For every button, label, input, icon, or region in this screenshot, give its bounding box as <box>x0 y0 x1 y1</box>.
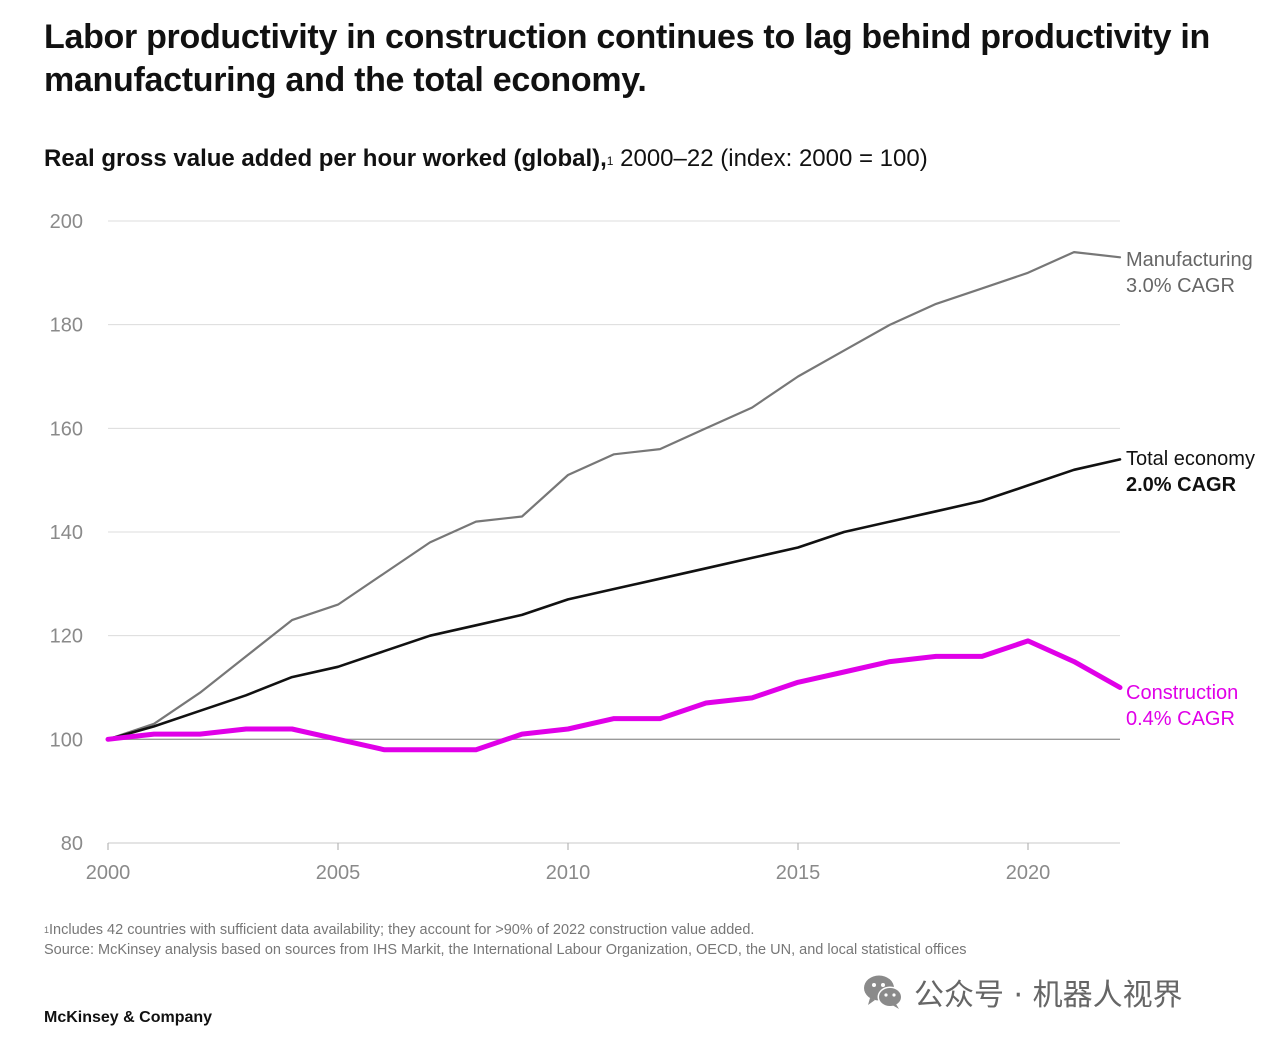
series-lines <box>105 251 1123 753</box>
series-line-manufacturing <box>106 251 1122 741</box>
watermark-text: 公众号 · 机器人视界 <box>914 978 1183 1013</box>
series-labels: Manufacturing 3.0% CAGR Total economy 2.0% … <box>1126 249 1255 730</box>
source-note: Source: McKinsey analysis based on sourc… <box>44 942 967 958</box>
series-label-manufacturing: Manufacturing <box>1126 249 1253 271</box>
x-axis-ticks: 2000 2005 2010 2015 2020 <box>86 843 1051 884</box>
series-cagr-manufacturing: 3.0% CAGR <box>1126 275 1235 297</box>
y-tick-label: 80 <box>61 833 83 855</box>
series-label-construction: Construction <box>1126 682 1238 704</box>
y-tick-label: 140 <box>50 522 83 544</box>
x-tick-label: 2015 <box>776 862 821 884</box>
y-tick-label: 120 <box>50 626 83 648</box>
series-label-total-economy: Total economy <box>1126 448 1255 470</box>
line-chart: 200 180 160 140 120 100 80 2000 2005 2010 2015 202… <box>50 211 1255 884</box>
x-tick-label: 2005 <box>316 862 361 884</box>
footnote-1-text: Includes 42 countries with sufficient da… <box>49 922 755 938</box>
subtitle-main: Real gross value added per hour worked (… <box>44 145 607 172</box>
subtitle-range: 2000–22 (index: 2000 = 100) <box>613 145 928 172</box>
y-tick-label: 180 <box>50 315 83 337</box>
y-tick-label: 160 <box>50 418 83 440</box>
chart-title: Labor productivity in construction conti… <box>44 18 1210 99</box>
x-tick-label: 2010 <box>546 862 591 884</box>
footnote-1-marker: 1 <box>44 925 50 935</box>
y-axis-ticks: 200 180 160 140 120 100 80 <box>50 211 83 855</box>
brand-logo-text: McKinsey & Company <box>44 1009 213 1026</box>
y-tick-label: 200 <box>50 211 83 233</box>
footnote-marker: 1 <box>606 154 614 168</box>
series-line-construction <box>105 638 1123 753</box>
chart-subtitle: Real gross value added per hour worked (… <box>44 143 928 175</box>
footnote-1: 1Includes 42 countries with sufficient d… <box>44 920 967 940</box>
wechat-icon <box>864 975 903 1009</box>
series-cagr-total-economy: 2.0% CAGR <box>1126 474 1237 496</box>
y-tick-label: 100 <box>50 729 83 751</box>
footnotes: 1Includes 42 countries with sufficient d… <box>44 920 967 960</box>
gridlines <box>108 220 1120 844</box>
x-tick-label: 2000 <box>86 862 131 884</box>
series-cagr-construction: 0.4% CAGR <box>1126 708 1235 730</box>
series-line-total-economy <box>106 458 1122 741</box>
x-tick-label: 2020 <box>1006 862 1051 884</box>
watermark: 公众号 · 机器人视界 <box>862 970 1183 1014</box>
